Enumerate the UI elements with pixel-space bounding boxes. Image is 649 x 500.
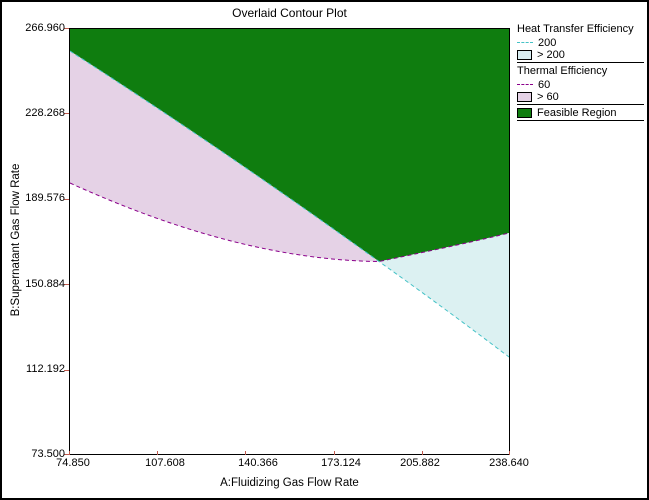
thermal-efficiency-contour-line <box>69 182 510 263</box>
contour-level-label: 60 <box>538 78 551 91</box>
y-tick-mark <box>64 370 69 371</box>
y-tick-mark <box>64 28 69 29</box>
y-tick-mark <box>64 284 69 285</box>
heat-transfer-region-fill <box>379 233 509 357</box>
feasible-region-label: Feasible Region <box>537 106 617 119</box>
cyan-region-swatch <box>517 49 532 60</box>
x-tick-mark <box>509 451 510 455</box>
x-tick-label: 238.640 <box>489 457 529 469</box>
legend-group-title: Thermal Efficiency <box>517 65 608 77</box>
legend-feasible-entry: Feasible Region <box>517 106 644 119</box>
y-tick-mark <box>64 199 69 200</box>
x-tick-mark <box>245 451 246 455</box>
green-region-swatch <box>517 107 532 118</box>
x-tick-mark <box>422 451 423 455</box>
y-tick-label: 228.268 <box>25 107 65 119</box>
legend-group-feasible: Feasible Region <box>517 107 644 121</box>
y-tick-label: 112.192 <box>26 363 65 375</box>
x-tick-mark <box>69 451 70 455</box>
legend-group-heat-transfer: Heat Transfer Efficiency 200 > 200 <box>517 23 644 63</box>
y-tick-mark <box>64 454 69 455</box>
y-tick-mark <box>64 113 69 114</box>
y-tick-label: 189.576 <box>25 192 65 204</box>
pink-region-swatch <box>517 91 532 102</box>
x-tick-label: 173.124 <box>321 457 361 469</box>
y-tick-label: 266.960 <box>25 22 65 34</box>
legend-contour-line-entry: 200 <box>517 36 644 49</box>
x-tick-label: 205.882 <box>400 457 440 469</box>
y-tick-label: 73.500 <box>31 448 65 460</box>
feasible-region-fill <box>70 29 509 262</box>
x-tick-mark <box>157 451 158 455</box>
plot-area <box>69 28 510 455</box>
legend: Heat Transfer Efficiency 200 > 200 Therm… <box>517 23 644 123</box>
legend-group-title: Heat Transfer Efficiency <box>517 23 634 35</box>
legend-region-entry: > 200 <box>517 48 644 61</box>
thermal-efficiency-region-fill <box>70 51 379 262</box>
x-axis-title: A:Fluidizing Gas Flow Rate <box>220 477 359 489</box>
region-label: > 200 <box>537 48 565 61</box>
contour-level-label: 200 <box>538 36 557 49</box>
x-tick-label: 74.850 <box>56 457 90 469</box>
legend-region-entry: > 60 <box>517 90 644 103</box>
magenta-dashed-line-sample <box>517 84 533 85</box>
y-tick-label: 150.884 <box>25 278 65 290</box>
x-tick-label: 140.366 <box>238 457 278 469</box>
x-tick-label: 107.608 <box>145 457 185 469</box>
region-label: > 60 <box>537 90 559 103</box>
plot-border <box>69 28 510 455</box>
y-axis-title: B:Supernatant Gas Flow Rate <box>10 163 22 317</box>
heat-transfer-contour-line <box>69 50 510 358</box>
chart-title: Overlaid Contour Plot <box>232 6 347 20</box>
legend-group-thermal: Thermal Efficiency 60 > 60 <box>517 65 644 105</box>
x-tick-mark <box>334 451 335 455</box>
cyan-dashed-line-sample <box>517 42 533 43</box>
legend-contour-line-entry: 60 <box>517 78 644 91</box>
